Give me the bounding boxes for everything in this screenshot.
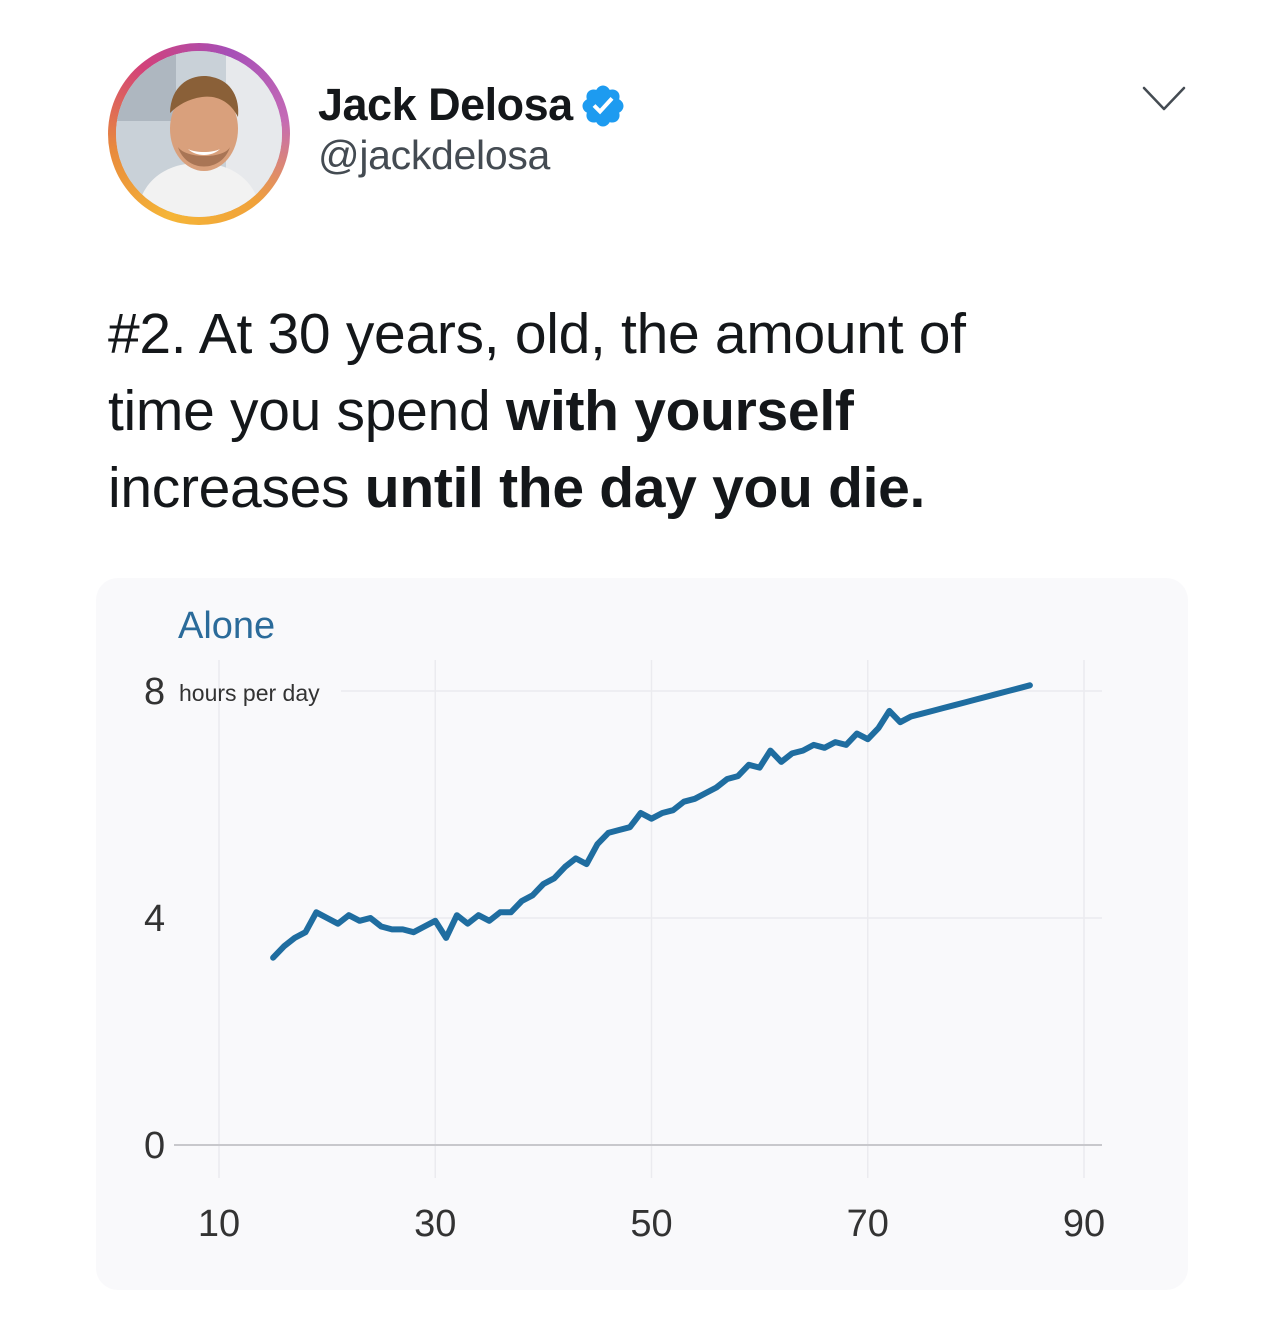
tweet-text-line-3: increases until the day you die. xyxy=(108,450,1228,527)
chart-card[interactable]: Alone 10 30 50 70 90 0 4 8 hours per day xyxy=(96,578,1188,1290)
x-tick-label: 50 xyxy=(630,1203,672,1245)
tweet-text-normal: increases xyxy=(108,456,365,520)
tweet-text-bold: until the day you die. xyxy=(364,456,926,520)
chart-ticks: 10 30 50 70 90 0 4 8 hours per day xyxy=(144,671,1105,1245)
series-line xyxy=(270,682,1033,961)
chart-title: Alone xyxy=(178,605,275,647)
x-tick-label: 90 xyxy=(1063,1203,1105,1245)
chevron-down-icon[interactable] xyxy=(1141,84,1187,114)
tweet-text-line-2: time you spend with yourself xyxy=(108,373,1228,450)
line-chart: Alone 10 30 50 70 90 0 4 8 hours per day xyxy=(144,605,1105,1245)
y-tick-label: 4 xyxy=(144,898,165,940)
x-tick-label: 30 xyxy=(414,1203,456,1245)
tweet-text-normal: time you spend xyxy=(108,379,506,443)
user-name-row[interactable]: Jack Delosa xyxy=(318,78,627,132)
avatar-photo-icon xyxy=(116,51,282,217)
y-tick-label: 0 xyxy=(144,1125,165,1167)
y-tick-label: 8 xyxy=(144,671,165,713)
tweet-text: #2. At 30 years, old, the amount of time… xyxy=(108,296,1228,527)
tweet-text-bold: with yourself xyxy=(505,379,854,443)
avatar-story-ring[interactable] xyxy=(108,43,290,225)
chart-series xyxy=(270,682,1033,961)
x-tick-label: 70 xyxy=(847,1203,889,1245)
x-tick-label: 10 xyxy=(198,1203,240,1245)
avatar[interactable] xyxy=(116,51,282,217)
display-name[interactable]: Jack Delosa xyxy=(318,79,573,130)
chart-grid xyxy=(174,660,1102,1178)
user-handle[interactable]: @jackdelosa xyxy=(318,132,551,178)
verified-badge-icon xyxy=(582,85,624,127)
tweet-text-line-1: #2. At 30 years, old, the amount of xyxy=(108,302,966,366)
y-axis-unit-label: hours per day xyxy=(179,680,320,706)
